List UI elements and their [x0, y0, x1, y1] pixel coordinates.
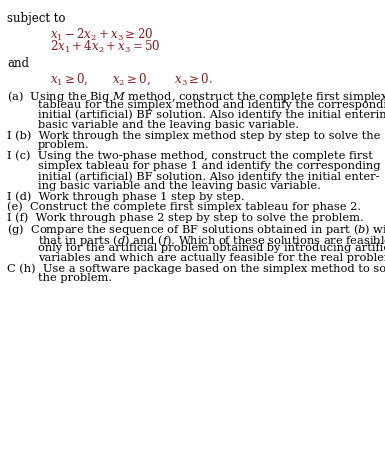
Text: I (d)  Work through phase 1 step by step.: I (d) Work through phase 1 step by step. [7, 192, 244, 202]
Text: (g)  Compare the sequence of BF solutions obtained in part $(b)$ with: (g) Compare the sequence of BF solutions… [7, 222, 385, 237]
Text: $x_1 \geq 0, \qquad x_2 \geq 0, \qquad x_3 \geq 0.$: $x_1 \geq 0, \qquad x_2 \geq 0, \qquad x… [50, 72, 213, 87]
Text: simplex tableau for phase 1 and identify the corresponding: simplex tableau for phase 1 and identify… [38, 161, 380, 171]
Text: $x_1 - 2x_2 + x_3 \geq 20$: $x_1 - 2x_2 + x_3 \geq 20$ [50, 27, 153, 43]
Text: I (c)  Using the two-phase method, construct the complete first: I (c) Using the two-phase method, constr… [7, 151, 373, 161]
Text: basic variable and the leaving basic variable.: basic variable and the leaving basic var… [38, 120, 299, 130]
Text: that in parts $(d)$ and $(f)$. Which of these solutions are feasible: that in parts $(d)$ and $(f)$. Which of … [38, 232, 385, 247]
Text: (a)  Using the Big $M$ method, construct the complete first simplex: (a) Using the Big $M$ method, construct … [7, 89, 385, 104]
Text: initial (artificial) BF solution. Also identify the initial enter-: initial (artificial) BF solution. Also i… [38, 171, 379, 182]
Text: (e)  Construct the complete first simplex tableau for phase 2.: (e) Construct the complete first simplex… [7, 202, 361, 213]
Text: tableau for the simplex method and identify the corresponding: tableau for the simplex method and ident… [38, 100, 385, 110]
Text: I (f)  Work through phase 2 step by step to solve the problem.: I (f) Work through phase 2 step by step … [7, 212, 364, 223]
Text: ing basic variable and the leaving basic variable.: ing basic variable and the leaving basic… [38, 181, 321, 192]
Text: and: and [7, 57, 29, 70]
Text: only for the artificial problem obtained by introducing artificial: only for the artificial problem obtained… [38, 243, 385, 253]
Text: C (h)  Use a software package based on the simplex method to solve: C (h) Use a software package based on th… [7, 263, 385, 274]
Text: $2x_1 + 4x_2 + x_3 = 50$: $2x_1 + 4x_2 + x_3 = 50$ [50, 39, 161, 55]
Text: variables and which are actually feasible for the real problem?: variables and which are actually feasibl… [38, 253, 385, 263]
Text: I (b)  Work through the simplex method step by step to solve the: I (b) Work through the simplex method st… [7, 130, 380, 141]
Text: problem.: problem. [38, 140, 89, 151]
Text: initial (artificial) BF solution. Also identify the initial entering: initial (artificial) BF solution. Also i… [38, 110, 385, 120]
Text: the problem.: the problem. [38, 273, 112, 284]
Text: subject to: subject to [7, 12, 65, 25]
